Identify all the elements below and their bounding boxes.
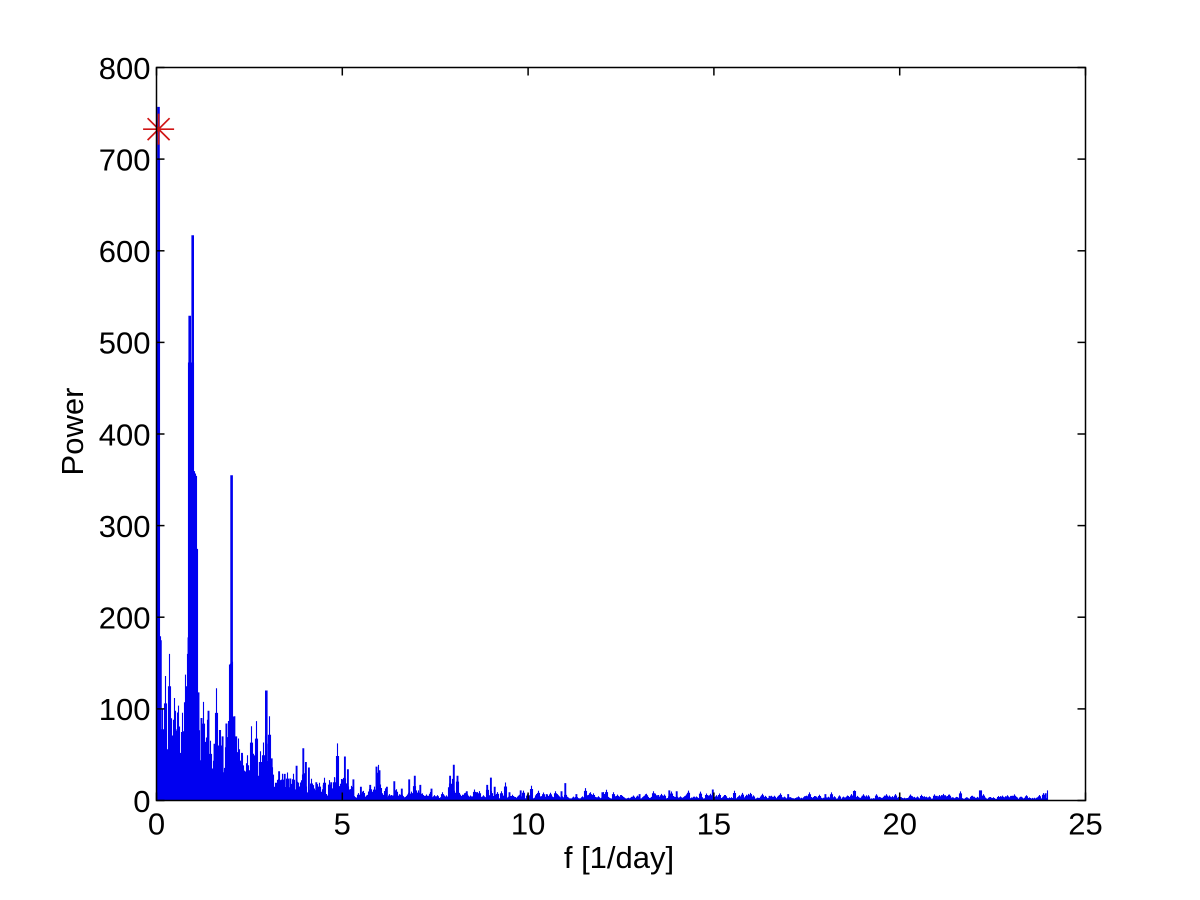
svg-text:f [1/day]: f [1/day]	[564, 840, 674, 875]
svg-text:800: 800	[99, 51, 151, 86]
svg-text:500: 500	[99, 326, 151, 361]
svg-text:100: 100	[99, 692, 151, 727]
svg-text:200: 200	[99, 601, 151, 636]
svg-text:700: 700	[99, 142, 151, 177]
svg-text:25: 25	[1068, 807, 1102, 842]
svg-text:5: 5	[334, 807, 351, 842]
svg-text:400: 400	[99, 417, 151, 452]
svg-text:0: 0	[148, 807, 165, 842]
svg-text:0: 0	[133, 784, 150, 819]
svg-text:Power: Power	[55, 388, 90, 476]
svg-text:300: 300	[99, 509, 151, 544]
svg-text:10: 10	[511, 807, 545, 842]
svg-text:15: 15	[697, 807, 731, 842]
svg-text:20: 20	[882, 807, 916, 842]
svg-text:600: 600	[99, 234, 151, 269]
